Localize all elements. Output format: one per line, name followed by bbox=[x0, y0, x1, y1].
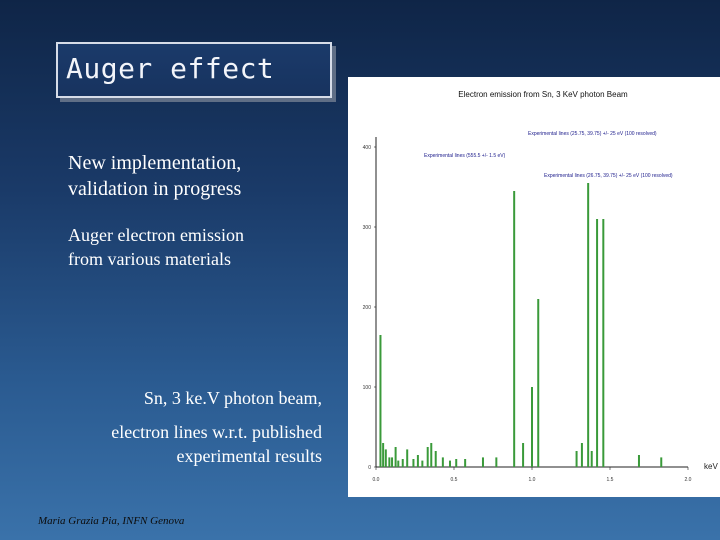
spectrum-line bbox=[537, 299, 540, 467]
footer-author: Maria Grazia Pia, INFN Genova bbox=[38, 515, 185, 527]
spectrum-line bbox=[416, 455, 419, 467]
bullet-new-implementation: New implementation, validation in progre… bbox=[68, 152, 242, 200]
spectrum-line bbox=[637, 455, 640, 467]
spectrum-line bbox=[481, 457, 484, 467]
spectrum-line bbox=[464, 459, 467, 467]
spectrum-line bbox=[379, 335, 382, 467]
x-axis-label: keV bbox=[704, 462, 718, 471]
spectrum-line bbox=[421, 460, 424, 467]
spectrum-line bbox=[522, 443, 525, 467]
title-box: Auger effect bbox=[56, 42, 332, 98]
x-tick-label: 0.5 bbox=[451, 477, 458, 483]
spectrum-line bbox=[531, 387, 533, 467]
spectrum-line bbox=[455, 459, 458, 467]
x-tick-label: 1.5 bbox=[607, 477, 614, 483]
spectrum-line bbox=[406, 449, 409, 467]
spectrum-line bbox=[660, 457, 663, 467]
spectrum-line bbox=[430, 443, 433, 467]
y-tick-label: 400 bbox=[363, 145, 372, 151]
spectrum-line bbox=[587, 183, 590, 467]
y-tick-label: 0 bbox=[368, 465, 371, 471]
chart-title: Electron emission from Sn, 3 KeV photon … bbox=[458, 90, 628, 99]
spectrum-line bbox=[596, 219, 599, 467]
spectrum-line bbox=[590, 451, 593, 467]
spectrum-line bbox=[441, 457, 444, 467]
spectrum-chart: Electron emission from Sn, 3 KeV photon … bbox=[363, 90, 719, 483]
spectrum-line bbox=[401, 459, 404, 467]
slide-title: Auger effect bbox=[66, 52, 275, 85]
x-tick-label: 0.0 bbox=[373, 477, 380, 483]
spectrum-line bbox=[388, 457, 391, 467]
spectrum-line bbox=[434, 451, 437, 467]
spectrum-plot: Electron emission from Sn, 3 KeV photon … bbox=[348, 77, 720, 497]
spectrum-line bbox=[495, 457, 498, 467]
spectrum-line bbox=[397, 460, 400, 467]
spectrum-line bbox=[391, 457, 394, 467]
annotation: Experimental lines (555.5 +/- 1.5 eV) bbox=[424, 153, 506, 159]
spectrum-line bbox=[384, 449, 387, 467]
spectrum-line bbox=[426, 447, 429, 467]
caption-beam: Sn, 3 ke.V photon beam, bbox=[143, 388, 322, 408]
spectrum-line bbox=[412, 459, 415, 467]
spectrum-line bbox=[382, 443, 385, 467]
caption-comparison-line2: experimental results bbox=[176, 446, 322, 466]
annotation: Experimental lines (26.75, 39.75) +/- 25… bbox=[544, 173, 673, 179]
spectrum-line bbox=[602, 219, 605, 467]
caption-comparison-line1: electron lines w.r.t. published bbox=[111, 422, 322, 442]
y-tick-label: 100 bbox=[363, 385, 372, 391]
x-tick-label: 2.0 bbox=[685, 477, 692, 483]
y-tick-label: 300 bbox=[363, 225, 372, 231]
spectrum-line bbox=[394, 447, 397, 467]
caption-comparison: electron lines w.r.t. published experime… bbox=[22, 420, 322, 468]
annotation: Experimental lines (25.75, 39.75) +/- 25… bbox=[528, 131, 657, 137]
spectrum-line bbox=[448, 460, 451, 467]
bullet-auger-emission: Auger electron emission from various mat… bbox=[68, 225, 244, 269]
x-tick-label: 1.0 bbox=[529, 477, 536, 483]
spectrum-line bbox=[580, 443, 583, 467]
spectrum-line bbox=[513, 191, 516, 467]
y-tick-label: 200 bbox=[363, 305, 372, 311]
spectrum-line bbox=[575, 451, 578, 467]
